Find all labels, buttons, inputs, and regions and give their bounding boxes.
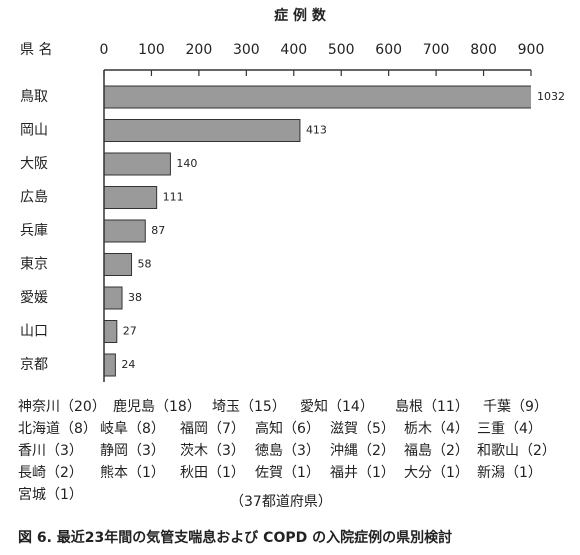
x-tick-label: 900 <box>518 42 545 58</box>
bar <box>103 219 146 243</box>
data-label: 87 <box>151 224 165 237</box>
bar <box>103 119 301 142</box>
bar <box>103 152 171 176</box>
prefecture-item: 福井（1） <box>330 465 395 481</box>
prefecture-item: 新潟（1） <box>477 465 542 481</box>
bar <box>103 286 123 310</box>
data-label: 24 <box>121 358 135 371</box>
x-tick-label: 100 <box>138 42 165 58</box>
prefecture-item: 神奈川（20） <box>18 399 106 415</box>
x-tick-label: 500 <box>328 42 355 58</box>
prefecture-item: 佐賀（1） <box>255 465 320 481</box>
prefecture-item: 滋賀（5） <box>330 421 395 437</box>
bar <box>103 320 118 343</box>
prefecture-item: 福島（2） <box>404 443 469 459</box>
x-tick-label: 400 <box>280 42 307 58</box>
bar <box>103 186 158 209</box>
y-tick-label: 大阪 <box>20 156 48 172</box>
prefecture-item: 千葉（9） <box>483 399 548 415</box>
chart-title: 症 例 数 <box>274 7 327 24</box>
prefecture-item: 福岡（7） <box>180 421 245 437</box>
x-tick-label: 200 <box>186 42 213 58</box>
y-tick-label: 東京 <box>20 257 48 273</box>
prefecture-item: 熊本（1） <box>100 465 165 481</box>
data-label: 27 <box>123 325 137 338</box>
bar <box>103 253 133 276</box>
x-tick-label: 800 <box>470 42 497 58</box>
prefecture-item: 三重（4） <box>477 421 542 437</box>
prefecture-item: 栃木（4） <box>404 421 469 437</box>
prefecture-item: 和歌山（2） <box>477 443 556 459</box>
data-label: 38 <box>128 291 142 304</box>
y-tick-label: 愛媛 <box>20 290 48 306</box>
bar <box>103 353 116 377</box>
data-label: 413 <box>306 124 327 137</box>
prefecture-item: 徳島（3） <box>255 443 320 459</box>
prefecture-item: 岐阜（8） <box>100 420 165 437</box>
y-tick-label: 広島 <box>20 190 48 206</box>
x-tick-label: 600 <box>375 42 402 58</box>
data-label: 1032 <box>537 90 565 103</box>
prefecture-item: 埼玉（15） <box>212 399 286 415</box>
y-tick-label: 鳥取 <box>20 89 48 105</box>
prefecture-item: 愛知（14） <box>300 398 374 415</box>
y-tick-label: 山口 <box>20 324 48 340</box>
prefecture-item: 秋田（1） <box>180 465 245 481</box>
caption: 図 6. 最近23年間の気管支喘息および COPD の入院症例の県別検討 <box>18 529 452 546</box>
bar <box>103 85 531 109</box>
data-label: 111 <box>163 191 184 204</box>
x-tick-label: 0 <box>100 42 109 58</box>
y-tick-label: 岡山 <box>20 123 48 139</box>
y-axis-label: 県 名 <box>20 42 52 58</box>
y-tick-label: 兵庫 <box>20 222 48 239</box>
y-tick-label: 京都 <box>20 357 48 373</box>
prefecture-item: 長崎（2） <box>18 465 83 481</box>
prefecture-item: 高知（6） <box>255 420 320 437</box>
x-tick-label: 300 <box>233 42 260 58</box>
prefecture-item: 沖縄（2） <box>330 443 395 459</box>
prefecture-item: 宮城（1） <box>18 487 83 503</box>
prefecture-item: 大分（1） <box>404 465 469 481</box>
data-label: 140 <box>176 157 197 170</box>
prefecture-item: 香川（3） <box>18 443 83 459</box>
plot-area <box>103 85 531 377</box>
prefecture-item: 北海道（8） <box>18 421 97 437</box>
data-label: 58 <box>138 258 152 271</box>
note: （37都道府県） <box>230 494 332 510</box>
x-tick-label: 700 <box>423 42 450 58</box>
prefecture-item: 島根（11） <box>395 399 469 415</box>
prefecture-item: 静岡（3） <box>100 443 165 459</box>
prefecture-item: 茨木（3） <box>180 443 245 459</box>
prefecture-item: 鹿児島（18） <box>113 398 201 415</box>
